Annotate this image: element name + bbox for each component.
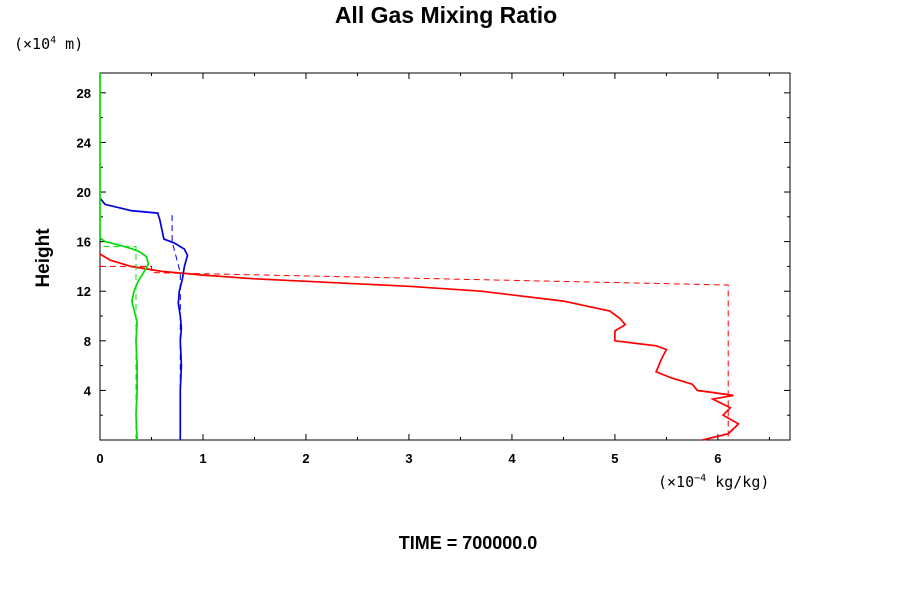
y-tick-label: 4 (84, 383, 92, 398)
y-unit-label: (×104 m) (14, 35, 83, 53)
series-line-2 (99, 197, 189, 440)
axis-ticks (100, 73, 790, 440)
time-label: TIME = 700000.0 (399, 533, 538, 553)
y-tick-label: 24 (77, 135, 92, 150)
x-tick-label: 6 (714, 451, 721, 466)
x-tick-labels: 0 1 2 3 4 5 6 (96, 451, 721, 466)
chart-title: All Gas Mixing Ratio (335, 2, 557, 28)
series-line-5 (100, 246, 137, 440)
y-tick-label: 20 (77, 185, 91, 200)
y-tick-label: 28 (77, 86, 91, 101)
y-tick-label: 8 (84, 334, 91, 349)
x-tick-label: 0 (96, 451, 103, 466)
y-tick-label: 12 (77, 284, 91, 299)
y-axis-label: Height (33, 228, 54, 288)
y-tick-label: 16 (77, 235, 91, 250)
x-tick-label: 2 (302, 451, 309, 466)
series-line-0 (99, 253, 740, 441)
data-series (99, 73, 740, 441)
series-line-1 (100, 265, 729, 440)
plot-frame (99, 72, 791, 441)
y-tick-labels: 4 8 12 16 20 24 28 (77, 86, 92, 399)
x-tick-label: 3 (405, 451, 412, 466)
x-tick-label: 1 (199, 451, 206, 466)
x-tick-label: 4 (508, 451, 516, 466)
series-line-4 (99, 73, 150, 441)
series-line-3 (171, 214, 181, 440)
x-unit-label: (×10−4 kg/kg) (658, 473, 769, 491)
x-tick-label: 5 (611, 451, 618, 466)
